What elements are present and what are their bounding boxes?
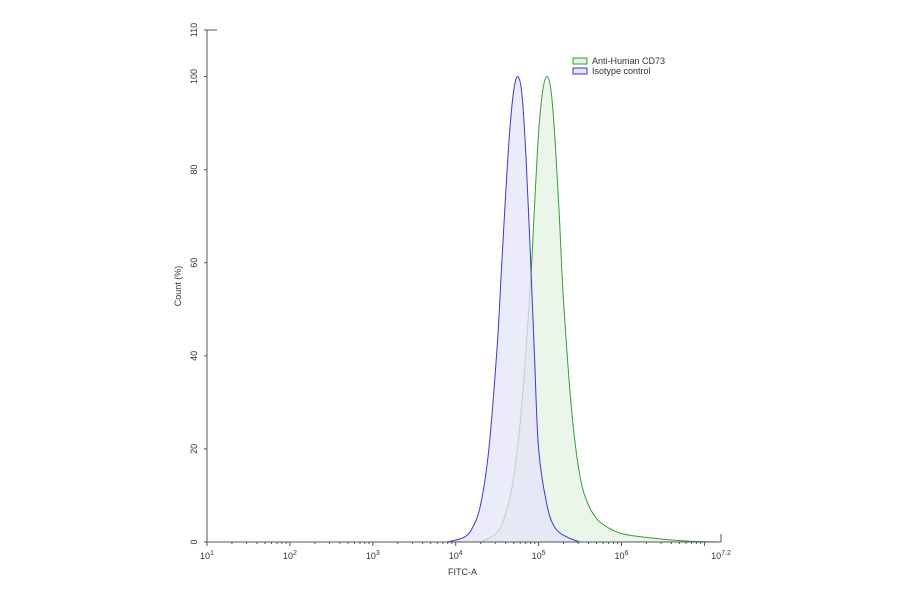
legend-label: Isotype control <box>592 66 651 76</box>
y-tick-label: 80 <box>189 165 199 175</box>
x-axis-label: FITC-A <box>448 567 477 577</box>
y-tick-label: 100 <box>189 69 199 84</box>
legend-swatch <box>572 57 588 65</box>
x-tick-label: 101 <box>200 550 214 561</box>
plot-area: 0 20 40 60 80 100 110 101 102 103 104 105 106 107.2 FI… <box>173 23 731 577</box>
series-fill-1 <box>447 76 581 542</box>
legend-label: Anti-Human CD73 <box>592 56 665 66</box>
y-tick-label: 60 <box>189 258 199 268</box>
y-tick-label: 0 <box>189 539 199 544</box>
y-tick-label: 20 <box>189 444 199 454</box>
series-line-1 <box>447 76 581 543</box>
x-tick-label: 103 <box>366 550 380 561</box>
x-tick-label: 107.2 <box>711 550 731 561</box>
series-fill-0 <box>480 76 721 542</box>
x-tick-label: 104 <box>449 550 463 561</box>
x-tick-label: 105 <box>532 550 546 561</box>
y-tick-label: 110 <box>189 23 199 37</box>
x-tick-label: 106 <box>615 550 629 561</box>
legend-swatch <box>572 67 588 75</box>
x-tick-label: 102 <box>283 550 297 561</box>
y-axis-label: Count (%) <box>173 266 183 307</box>
y-tick-label: 40 <box>189 351 199 361</box>
